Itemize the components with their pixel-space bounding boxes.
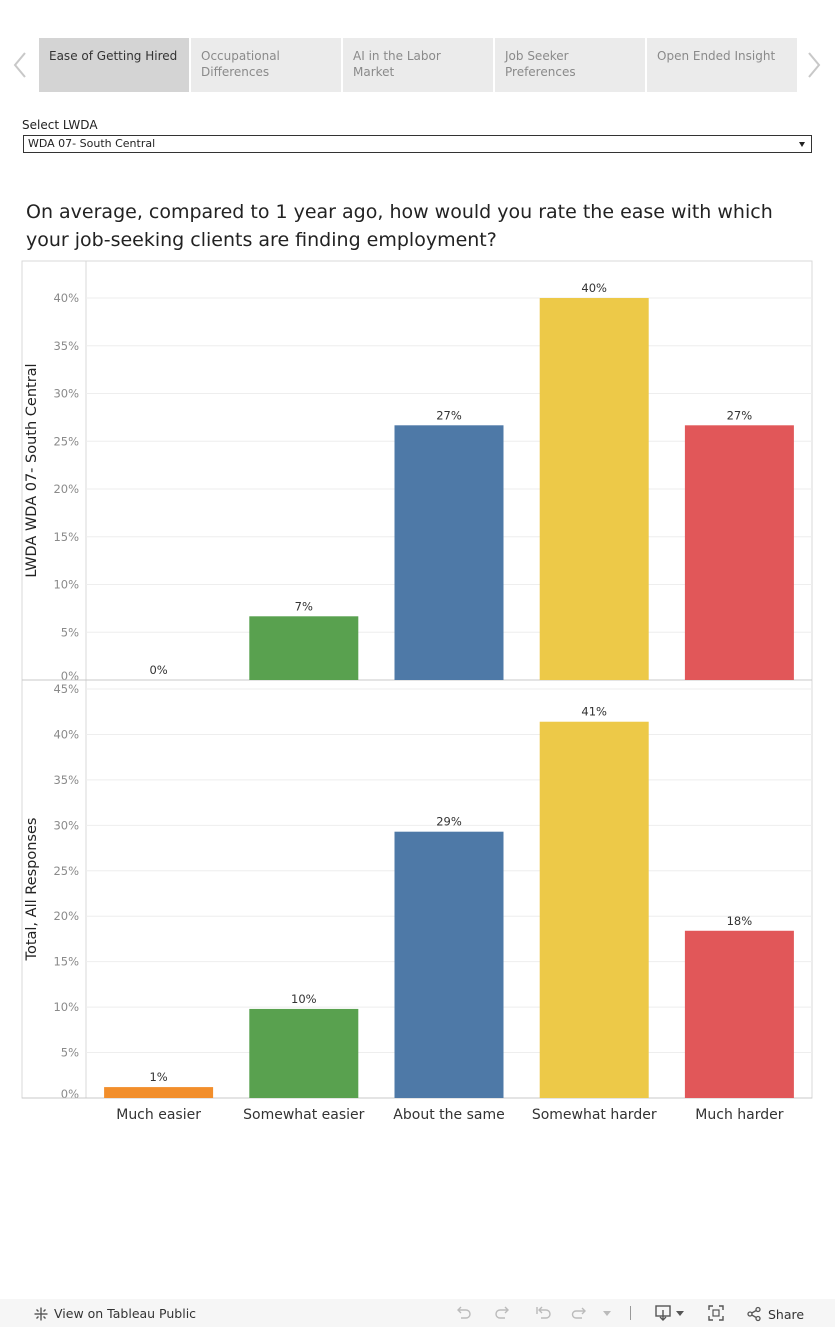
lwda-select-value: WDA 07- South Central: [28, 137, 156, 150]
data-label: 7%: [295, 599, 313, 613]
tab-job-seeker-preferences[interactable]: Job Seeker Preferences: [495, 38, 645, 92]
download-icon[interactable]: [654, 1304, 688, 1322]
tab-ai-in-the-labor-market[interactable]: AI in the Labor Market: [343, 38, 493, 92]
tab-occupational-differences[interactable]: Occupational Differences: [191, 38, 341, 92]
y-tick-label: 20%: [53, 909, 79, 923]
data-label: 40%: [581, 281, 607, 295]
refresh-icon[interactable]: [570, 1304, 588, 1322]
y-tick-label: 35%: [53, 339, 79, 353]
next-tab-arrow-icon[interactable]: [804, 50, 824, 80]
y-tick-label: 15%: [53, 955, 79, 969]
bar: [539, 298, 649, 680]
data-label: 18%: [727, 914, 753, 928]
bar: [684, 930, 794, 1098]
y-tick-label: 35%: [53, 773, 79, 787]
lwda-select[interactable]: WDA 07- South Central: [23, 135, 812, 153]
bar: [394, 425, 504, 680]
y-tick-label: 40%: [53, 727, 79, 741]
bar: [249, 616, 359, 680]
y-tick-label: 20%: [53, 482, 79, 496]
tab-ease-of-getting-hired[interactable]: Ease of Getting Hired: [39, 38, 189, 92]
y-tick-label: 45%: [53, 682, 79, 696]
undo-icon[interactable]: [454, 1304, 472, 1322]
data-label: 0%: [149, 663, 167, 677]
data-label: 1%: [149, 1070, 167, 1084]
y-tick-label: 30%: [53, 818, 79, 832]
y-tick-label: 15%: [53, 530, 79, 544]
fullscreen-icon[interactable]: [707, 1304, 725, 1322]
bar: [249, 1008, 359, 1098]
share-icon: [747, 1306, 761, 1322]
bar: [104, 1087, 214, 1098]
share-label: Share: [768, 1306, 805, 1322]
x-category-label: Somewhat harder: [532, 1107, 657, 1123]
redo-icon[interactable]: [494, 1304, 512, 1322]
y-tick-label: 5%: [61, 625, 79, 639]
y-tick-label: 0%: [61, 669, 79, 683]
tableau-logo-icon: [34, 1307, 48, 1320]
data-label: 27%: [727, 408, 753, 422]
x-category-label: Much harder: [695, 1107, 783, 1123]
view-on-tableau-label: View on Tableau Public: [54, 1306, 197, 1321]
data-label: 10%: [291, 992, 317, 1006]
x-category-label: Much easier: [116, 1107, 201, 1123]
revert-icon[interactable]: [534, 1304, 552, 1322]
toolbar-divider: [630, 1306, 631, 1320]
panel-label: LWDA WDA 07- South Central: [24, 363, 40, 577]
dropdown-caret-icon: [799, 142, 805, 147]
y-tick-label: 30%: [53, 387, 79, 401]
share-button[interactable]: Share: [746, 1306, 804, 1322]
x-category-label: About the same: [393, 1107, 504, 1123]
chart-title: On average, compared to 1 year ago, how …: [26, 201, 773, 251]
previous-tab-arrow-icon[interactable]: [10, 50, 30, 80]
panel-label: Total, All Responses: [24, 818, 40, 962]
data-label: 29%: [436, 815, 462, 829]
bar-chart: 0% 5% 10% 15% 20% 25% 30% 35% 40% LWDA WDA 07- So…: [21, 260, 813, 1123]
select-lwda-label: Select LWDA: [22, 118, 98, 132]
refresh-dropdown-icon[interactable]: [598, 1304, 616, 1322]
tab-bar: Ease of Getting Hired Occupational Diffe…: [39, 38, 797, 92]
bar: [539, 721, 649, 1098]
y-tick-label: 40%: [53, 291, 79, 305]
y-tick-label: 25%: [53, 434, 79, 448]
y-tick-label: 25%: [53, 864, 79, 878]
tableau-toolbar: View on Tableau Public: [0, 1299, 835, 1327]
view-on-tableau-link[interactable]: View on Tableau Public: [34, 1306, 196, 1321]
y-tick-label: 10%: [53, 1000, 79, 1014]
y-tick-label: 5%: [61, 1046, 79, 1060]
y-tick-label: 10%: [53, 578, 79, 592]
x-category-label: Somewhat easier: [243, 1107, 365, 1123]
bar: [684, 425, 794, 680]
data-label: 41%: [581, 705, 607, 719]
bar: [394, 831, 504, 1098]
tab-open-ended-insight[interactable]: Open Ended Insight: [647, 38, 797, 92]
data-label: 27%: [436, 408, 462, 422]
y-tick-label: 0%: [61, 1087, 79, 1101]
